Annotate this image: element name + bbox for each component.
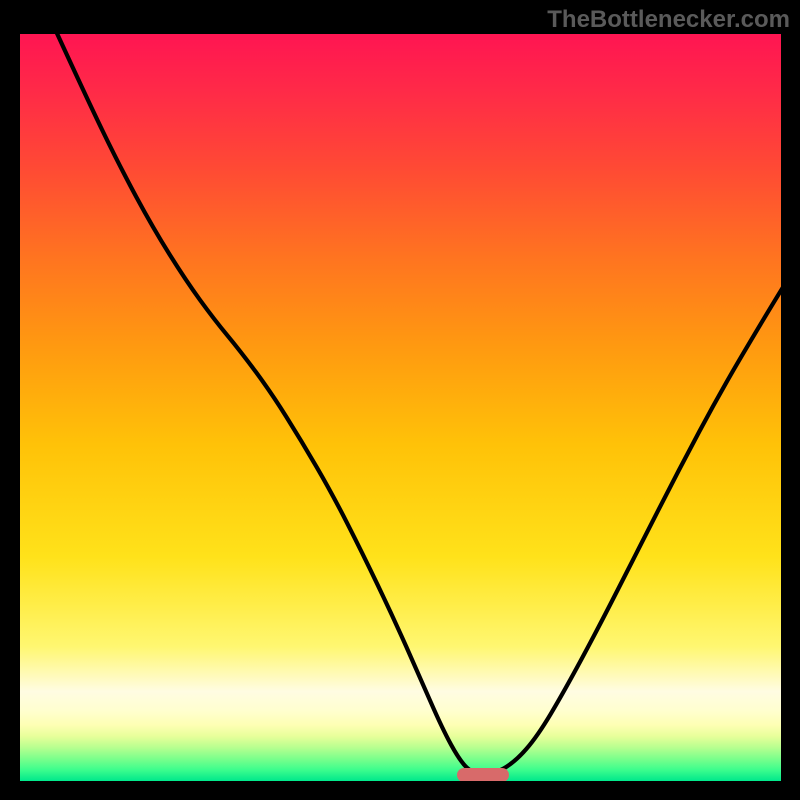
watermark-text: TheBottlenecker.com <box>547 6 790 34</box>
bottleneck-curve <box>50 34 781 775</box>
curve-svg <box>20 34 781 781</box>
plot-area <box>20 34 781 781</box>
minimum-marker <box>457 768 509 781</box>
